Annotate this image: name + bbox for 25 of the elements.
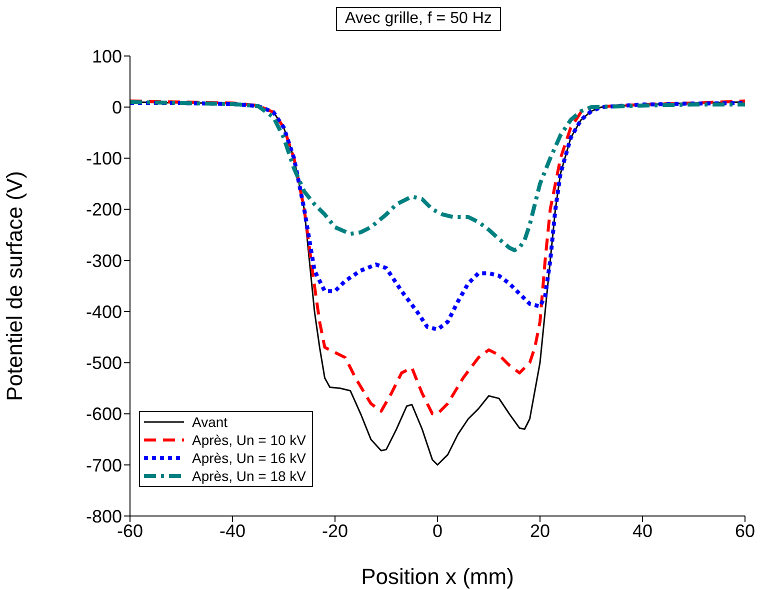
x-tick-label: 60: [734, 520, 756, 541]
x-tick-label: -20: [322, 520, 348, 541]
x-axis-title: Position x (mm): [361, 564, 514, 589]
y-tick-label: 0: [112, 98, 122, 118]
y-tick-label: -700: [86, 455, 122, 476]
x-tick-label: 40: [632, 520, 653, 541]
y-tick-label: -800: [86, 506, 122, 526]
x-tick-label: 20: [530, 520, 550, 541]
x-tick-label: -40: [219, 520, 246, 541]
legend-label: Après, Un = 18 kV: [192, 468, 306, 484]
line-series: [130, 100, 745, 252]
legend-label: Avant: [192, 414, 228, 430]
legend-label: Après, Un = 10 kV: [192, 432, 306, 448]
chart-title: Avec grille, f = 50 Hz: [336, 7, 501, 31]
y-tick-label: -500: [86, 353, 122, 374]
line-series: [130, 101, 745, 332]
x-tick-label: 0: [432, 520, 443, 541]
y-tick-label: -100: [86, 148, 122, 169]
y-tick-label: -200: [86, 200, 122, 220]
legend-label: Après, Un = 16 kV: [192, 450, 306, 466]
y-tick-label: -600: [86, 404, 122, 424]
y-axis-title: Potentiel de surface (V): [2, 171, 27, 401]
y-tick-label: -400: [86, 302, 122, 322]
y-tick-label: -300: [86, 250, 122, 271]
y-tick-label: 100: [92, 46, 122, 66]
